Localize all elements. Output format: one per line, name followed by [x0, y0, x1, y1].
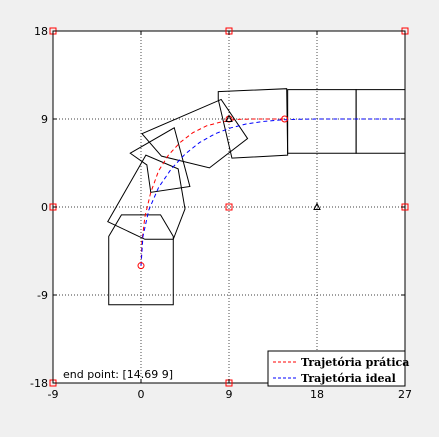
legend: Trajetória prática Trajetória ideal [267, 350, 409, 387]
y-tick-label: -9 [37, 289, 48, 302]
vehicle-outline [217, 88, 289, 159]
end-point-annotation: end point: [14.69 9] [63, 368, 173, 381]
y-tick-label: 0 [41, 201, 48, 214]
legend-label-pratica: Trajetória prática [301, 356, 409, 369]
vehicle-outline [355, 89, 406, 154]
triangle-marker [225, 114, 233, 122]
vehicle-outline [129, 127, 191, 193]
end-point-value: [14.69 9] [122, 368, 173, 381]
legend-box [267, 350, 406, 387]
x-tick-label: 9 [226, 388, 233, 401]
vehicle-outline [108, 214, 174, 306]
series-line [140, 118, 285, 266]
x-tick-label: 18 [310, 388, 324, 401]
vehicle-outline [141, 98, 249, 169]
y-tick-label: -18 [30, 377, 48, 390]
x-tick-label: 0 [138, 388, 145, 401]
vehicle-outline [107, 154, 186, 240]
plot-area [52, 30, 406, 384]
end-point-label: end point: [63, 368, 122, 381]
y-tick-label: 18 [34, 25, 48, 38]
series-lines [140, 118, 405, 266]
x-tick-label: -9 [48, 388, 59, 401]
vehicle-outlines [107, 88, 406, 306]
legend-label-ideal: Trajetória ideal [301, 372, 396, 385]
square-marker [225, 203, 233, 211]
x-tick-label: 27 [398, 388, 412, 401]
y-tick-label: 9 [41, 113, 48, 126]
circle-marker [281, 115, 289, 123]
circle-marker [137, 262, 145, 270]
triangle-marker [313, 202, 321, 210]
series-line [140, 118, 405, 266]
